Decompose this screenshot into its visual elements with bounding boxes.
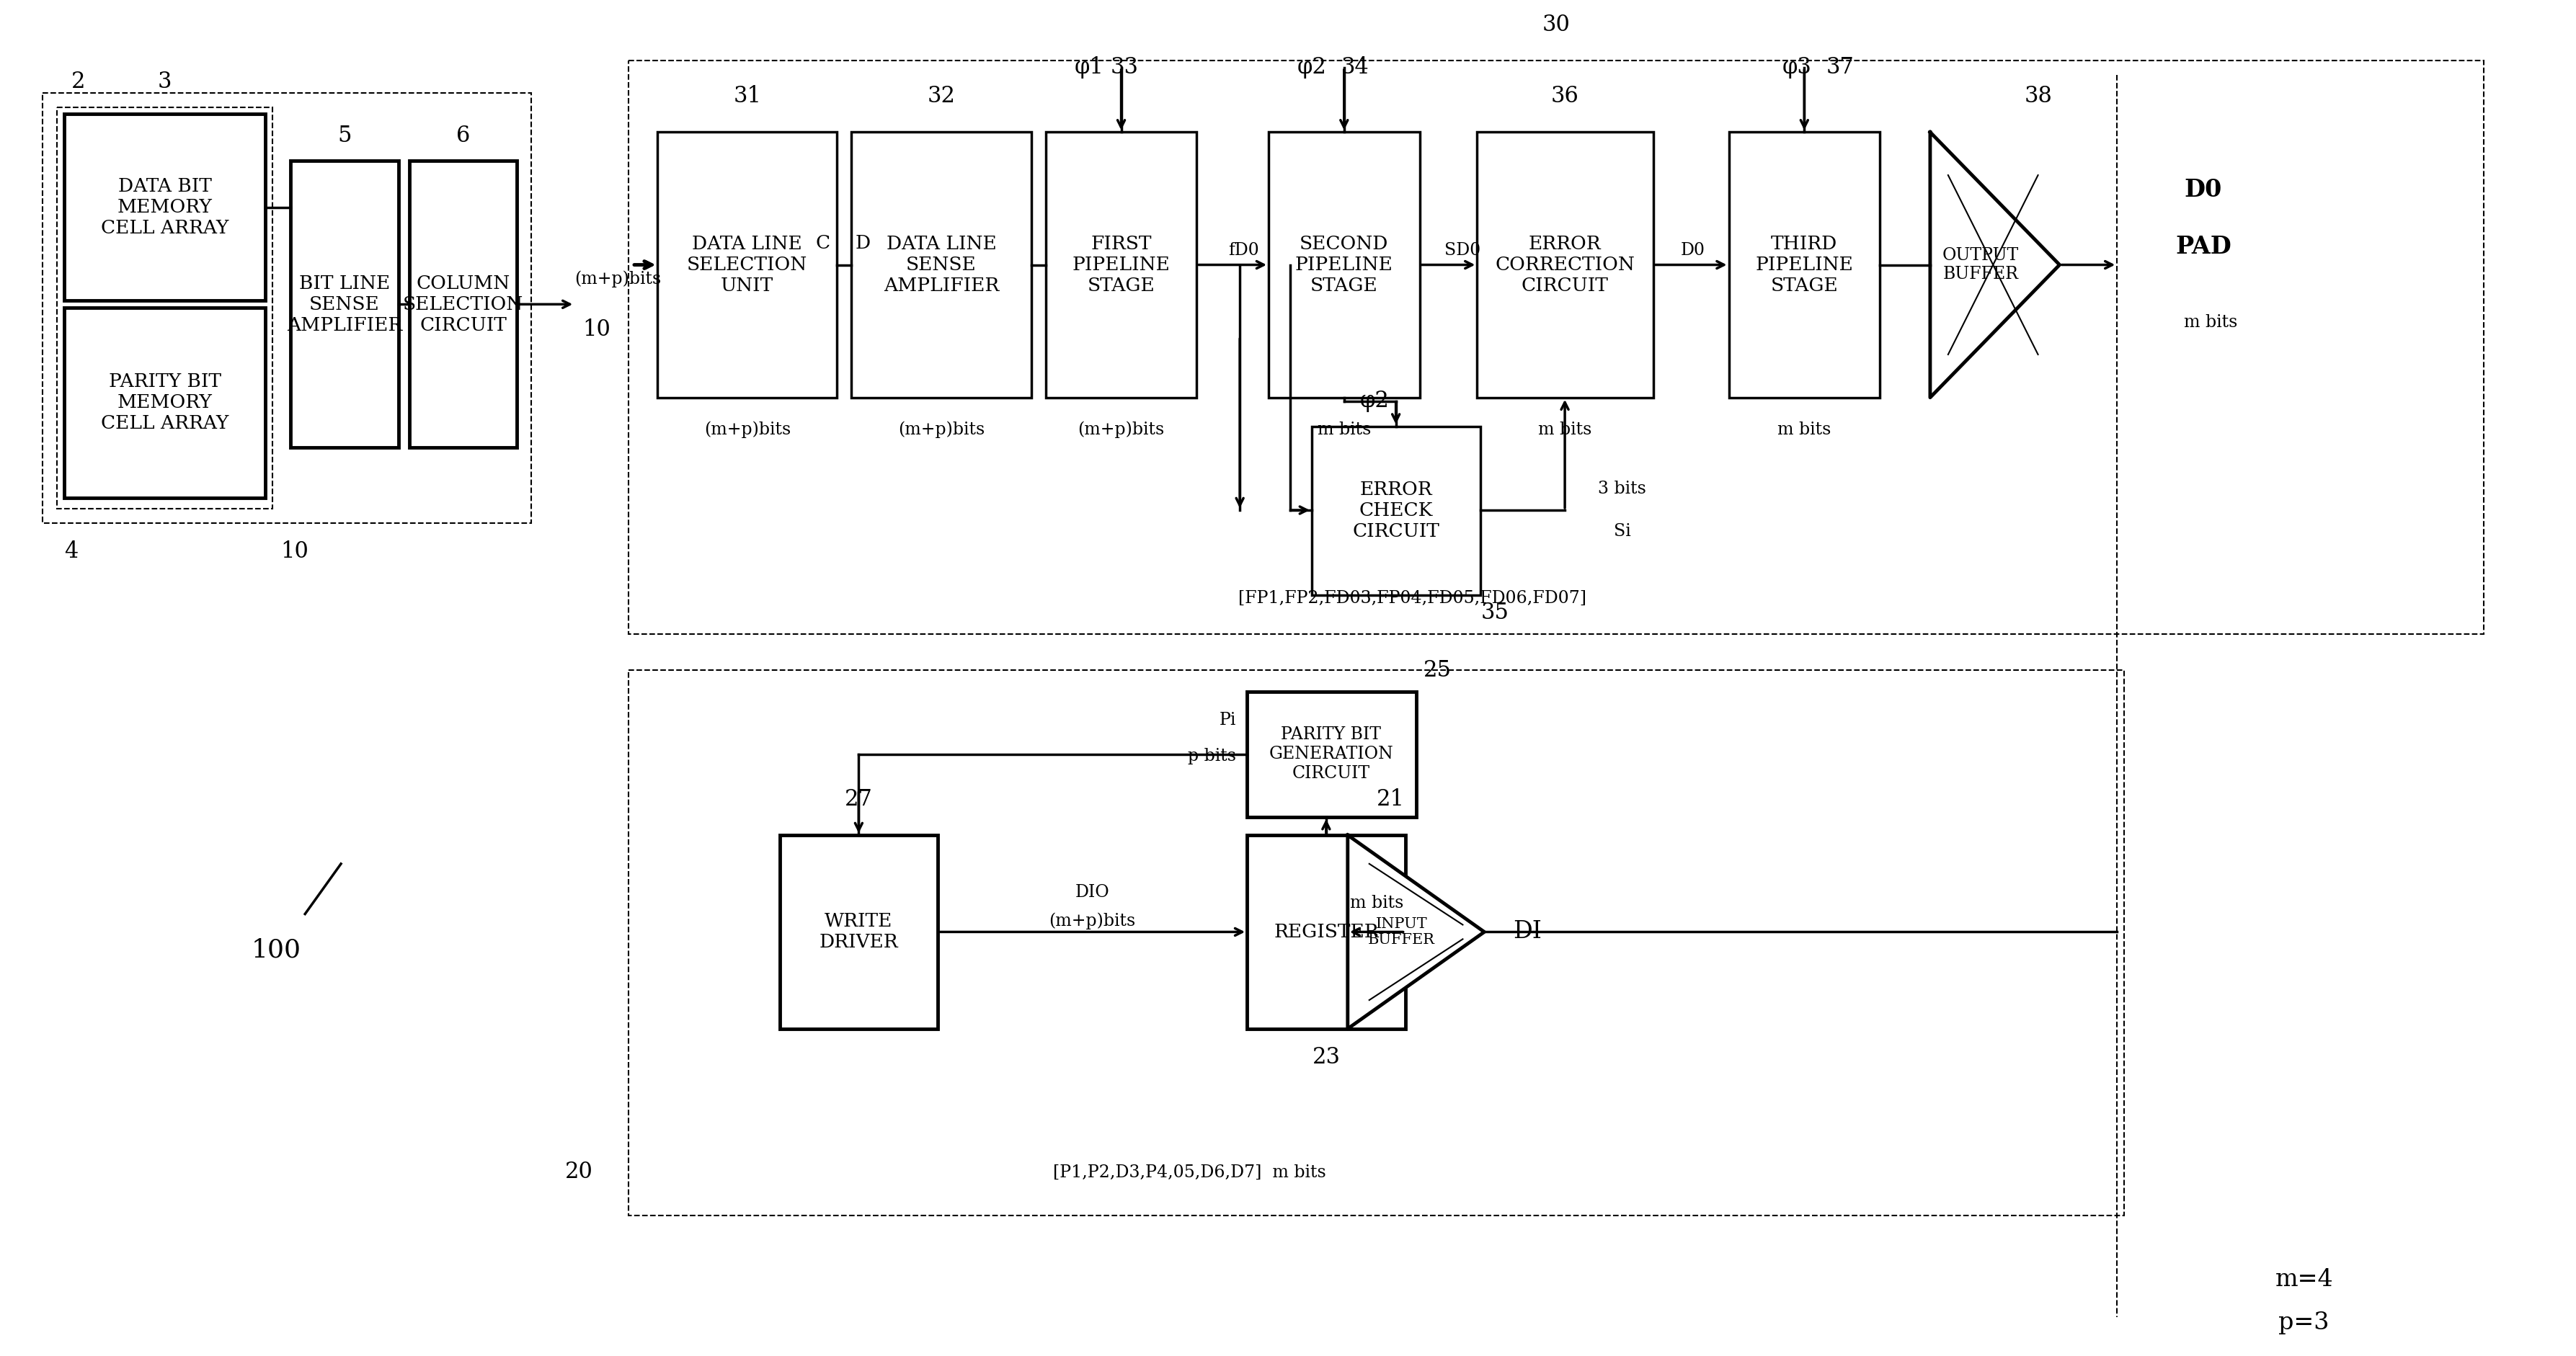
Bar <box>1247 692 1417 818</box>
Bar <box>1476 132 1654 397</box>
Text: DIO: DIO <box>1074 884 1110 900</box>
Text: BIT LINE
SENSE
AMPLIFIER: BIT LINE SENSE AMPLIFIER <box>286 274 402 334</box>
Text: 6: 6 <box>456 125 471 146</box>
Text: φ2: φ2 <box>1296 57 1327 79</box>
Text: φ3: φ3 <box>1783 57 1811 79</box>
Text: 4: 4 <box>64 541 77 563</box>
Bar <box>657 132 837 397</box>
Text: THIRD
PIPELINE
STAGE: THIRD PIPELINE STAGE <box>1754 235 1852 294</box>
Text: D0: D0 <box>1680 243 1705 259</box>
Text: 33: 33 <box>1110 57 1139 79</box>
Text: SD0: SD0 <box>1445 243 1481 259</box>
Text: 2: 2 <box>72 71 85 94</box>
Text: COLUMN
SELECTION
CIRCUIT: COLUMN SELECTION CIRCUIT <box>402 274 523 334</box>
Text: 21: 21 <box>1376 788 1404 811</box>
Text: D: D <box>855 235 871 252</box>
Text: SECOND
PIPELINE
STAGE: SECOND PIPELINE STAGE <box>1296 235 1394 294</box>
Text: 10: 10 <box>281 541 309 563</box>
Text: INPUT
BUFFER: INPUT BUFFER <box>1368 917 1435 946</box>
Polygon shape <box>1929 132 2061 397</box>
Text: DI: DI <box>1512 921 1543 944</box>
Text: ERROR
CHECK
CIRCUIT: ERROR CHECK CIRCUIT <box>1352 480 1440 540</box>
Text: PAD: PAD <box>2174 235 2231 259</box>
Text: 37: 37 <box>1826 57 1855 79</box>
Text: fD0: fD0 <box>1229 243 1260 259</box>
Text: FIRST
PIPELINE
STAGE: FIRST PIPELINE STAGE <box>1072 235 1170 294</box>
Bar <box>853 132 1030 397</box>
Text: C: C <box>817 235 829 252</box>
Text: (m+p)bits: (m+p)bits <box>1077 422 1164 438</box>
Bar <box>1247 835 1406 1029</box>
Text: ERROR
CORRECTION
CIRCUIT: ERROR CORRECTION CIRCUIT <box>1494 235 1636 294</box>
Bar <box>64 114 265 301</box>
Polygon shape <box>1347 835 1484 1029</box>
Text: 30: 30 <box>1543 14 1571 35</box>
Text: PARITY BIT
GENERATION
CIRCUIT: PARITY BIT GENERATION CIRCUIT <box>1270 727 1394 781</box>
Text: 10: 10 <box>582 319 611 340</box>
Bar <box>629 670 2125 1215</box>
Text: 32: 32 <box>927 85 956 107</box>
Text: DATA LINE
SELECTION
UNIT: DATA LINE SELECTION UNIT <box>688 235 806 294</box>
Text: 25: 25 <box>1425 659 1453 681</box>
Text: (m+p)bits: (m+p)bits <box>899 422 984 438</box>
Text: 36: 36 <box>1551 85 1579 107</box>
Text: 27: 27 <box>845 788 873 811</box>
Text: 3 bits: 3 bits <box>1597 480 1646 496</box>
Bar <box>1046 132 1198 397</box>
Bar <box>291 161 399 447</box>
Text: OUTPUT
BUFFER: OUTPUT BUFFER <box>1942 247 2020 282</box>
Text: m bits: m bits <box>1538 422 1592 438</box>
Text: 34: 34 <box>1342 57 1368 79</box>
Bar <box>44 92 531 523</box>
Text: φ2: φ2 <box>1360 391 1388 412</box>
Text: 31: 31 <box>734 85 762 107</box>
Text: φ1: φ1 <box>1074 57 1103 79</box>
Bar <box>1728 132 1880 397</box>
Text: (m+p)bits: (m+p)bits <box>1048 913 1136 930</box>
Text: [FP1,FP2,FD03,FP04,FD05,FD06,FD07]: [FP1,FP2,FD03,FP04,FD05,FD06,FD07] <box>1239 590 1587 606</box>
Text: 35: 35 <box>1481 602 1510 624</box>
Bar <box>1267 132 1419 397</box>
Bar <box>781 835 938 1029</box>
Text: DATA BIT
MEMORY
CELL ARRAY: DATA BIT MEMORY CELL ARRAY <box>100 178 229 237</box>
Text: m bits: m bits <box>1777 422 1832 438</box>
Text: 3: 3 <box>157 71 173 94</box>
Text: Si: Si <box>1613 523 1631 540</box>
Text: D0: D0 <box>2184 178 2223 202</box>
Text: 20: 20 <box>564 1161 592 1184</box>
Bar <box>410 161 518 447</box>
Bar <box>629 61 2483 635</box>
Text: (m+p)bits: (m+p)bits <box>703 422 791 438</box>
Text: 5: 5 <box>337 125 350 146</box>
Text: 38: 38 <box>2025 85 2053 107</box>
Text: p=3: p=3 <box>2280 1311 2329 1334</box>
Text: [P1,P2,D3,P4,05,D6,D7]  m bits: [P1,P2,D3,P4,05,D6,D7] m bits <box>1054 1163 1327 1181</box>
Bar <box>57 107 273 508</box>
Text: m bits: m bits <box>1350 895 1404 911</box>
Text: m bits: m bits <box>1316 422 1370 438</box>
Text: m=4: m=4 <box>2275 1268 2334 1291</box>
Text: 23: 23 <box>1311 1047 1340 1069</box>
Text: PARITY BIT
MEMORY
CELL ARRAY: PARITY BIT MEMORY CELL ARRAY <box>100 373 229 433</box>
Bar <box>1311 426 1481 595</box>
Text: WRITE
DRIVER: WRITE DRIVER <box>819 913 899 952</box>
Bar <box>64 308 265 498</box>
Text: 100: 100 <box>252 937 301 963</box>
Text: p bits: p bits <box>1188 749 1236 765</box>
Text: (m+p)bits: (m+p)bits <box>574 271 662 287</box>
Text: m bits: m bits <box>2184 315 2239 331</box>
Text: Pi: Pi <box>1218 712 1236 728</box>
Text: DATA LINE
SENSE
AMPLIFIER: DATA LINE SENSE AMPLIFIER <box>884 235 999 294</box>
Text: REGISTER: REGISTER <box>1273 923 1378 941</box>
